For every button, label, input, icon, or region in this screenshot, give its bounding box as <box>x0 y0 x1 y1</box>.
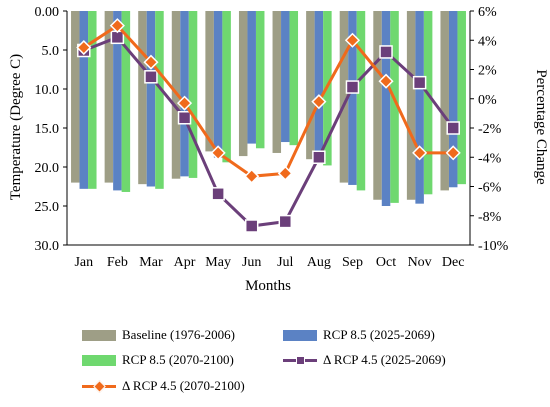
x-tick-label: Feb <box>107 255 128 270</box>
y2-tick-label: 0% <box>478 93 497 108</box>
bar <box>71 11 80 183</box>
bar <box>415 11 424 204</box>
y-axis-label: Temperature (Degree C) <box>8 54 24 200</box>
data-point <box>109 18 125 34</box>
axes-layer: 0.00 5.0 10.0 15.0 20.0 25.0 30.0 6% 4% 2% 0% -2% -4… <box>35 5 509 270</box>
data-point <box>278 214 293 229</box>
bar <box>306 11 315 160</box>
bar <box>213 11 223 158</box>
data-point <box>379 45 393 59</box>
y2-tick-label: 4% <box>478 34 497 49</box>
y2-tick-label: -6% <box>478 181 502 196</box>
y2-tick-label: -2% <box>478 122 502 137</box>
bar <box>457 11 466 185</box>
bar <box>373 11 382 200</box>
bar <box>138 11 147 185</box>
bar <box>79 11 89 189</box>
y2-tick-label: 6% <box>478 5 497 20</box>
data-point <box>244 219 259 233</box>
bar <box>348 11 357 185</box>
data-point <box>210 145 226 161</box>
bar <box>339 11 349 183</box>
bar <box>121 11 131 192</box>
bar <box>180 11 189 177</box>
y-tick-label: 15.0 <box>35 122 60 137</box>
bar <box>146 11 156 187</box>
bar <box>423 11 433 195</box>
data-point <box>211 187 225 201</box>
x-tick-label: Apr <box>174 255 196 270</box>
bar <box>155 11 164 189</box>
data-point <box>176 95 193 111</box>
bar <box>440 11 449 191</box>
bar <box>314 11 324 164</box>
y-tick-label: 30.0 <box>35 239 60 254</box>
data-point <box>143 54 159 70</box>
y-tick-label: 5.0 <box>42 44 60 59</box>
x-tick-label: May <box>205 255 231 270</box>
bar <box>104 11 114 183</box>
bar <box>272 11 282 153</box>
data-point <box>76 39 92 56</box>
data-point <box>311 94 327 110</box>
bar <box>88 11 97 189</box>
data-point <box>312 150 326 164</box>
x-tick-label: Jul <box>277 255 293 270</box>
bar <box>281 11 290 143</box>
x-tick-label: Dec <box>442 255 465 270</box>
bar <box>390 11 399 203</box>
bar <box>205 11 214 152</box>
x-tick-label: Aug <box>307 255 331 270</box>
data-point <box>244 168 260 184</box>
y2-axis-label: Percentage Change <box>533 69 549 185</box>
data-point <box>446 121 460 135</box>
bar <box>255 11 265 149</box>
y-tick-label: 10.0 <box>35 83 60 98</box>
data-point <box>378 73 394 89</box>
bar <box>406 11 416 200</box>
bar <box>289 11 299 146</box>
bar <box>356 11 366 191</box>
data-point <box>177 111 192 125</box>
x-tick-label: Oct <box>376 255 396 270</box>
bar <box>238 11 248 157</box>
line-layer <box>76 18 461 233</box>
bar <box>222 11 231 163</box>
y-tick-label: 20.0 <box>35 161 60 176</box>
data-point <box>412 145 428 161</box>
x-tick-label: Jan <box>74 255 93 270</box>
y-tick-label: 25.0 <box>35 200 60 215</box>
y2-tick-label: -4% <box>478 151 502 166</box>
data-point <box>144 70 158 84</box>
data-point <box>445 145 461 161</box>
x-axis-label: Months <box>245 278 291 294</box>
y2-tick-label: 2% <box>478 64 497 79</box>
y2-tick-label: -8% <box>478 210 502 225</box>
data-point <box>345 80 360 94</box>
x-tick-label: Jun <box>242 255 261 270</box>
data-point <box>277 165 293 181</box>
bar <box>188 11 198 178</box>
x-tick-label: Nov <box>408 255 432 270</box>
series-line <box>82 24 454 178</box>
bar <box>448 11 458 188</box>
y-tick-label: 0.00 <box>35 5 60 20</box>
data-point <box>344 32 361 48</box>
y2-tick-label: -10% <box>478 239 509 254</box>
x-tick-label: Sep <box>342 255 363 270</box>
bar <box>113 11 122 191</box>
bar <box>247 11 256 144</box>
x-tick-label: Mar <box>139 255 163 270</box>
data-point <box>412 75 427 90</box>
bar <box>381 11 391 206</box>
